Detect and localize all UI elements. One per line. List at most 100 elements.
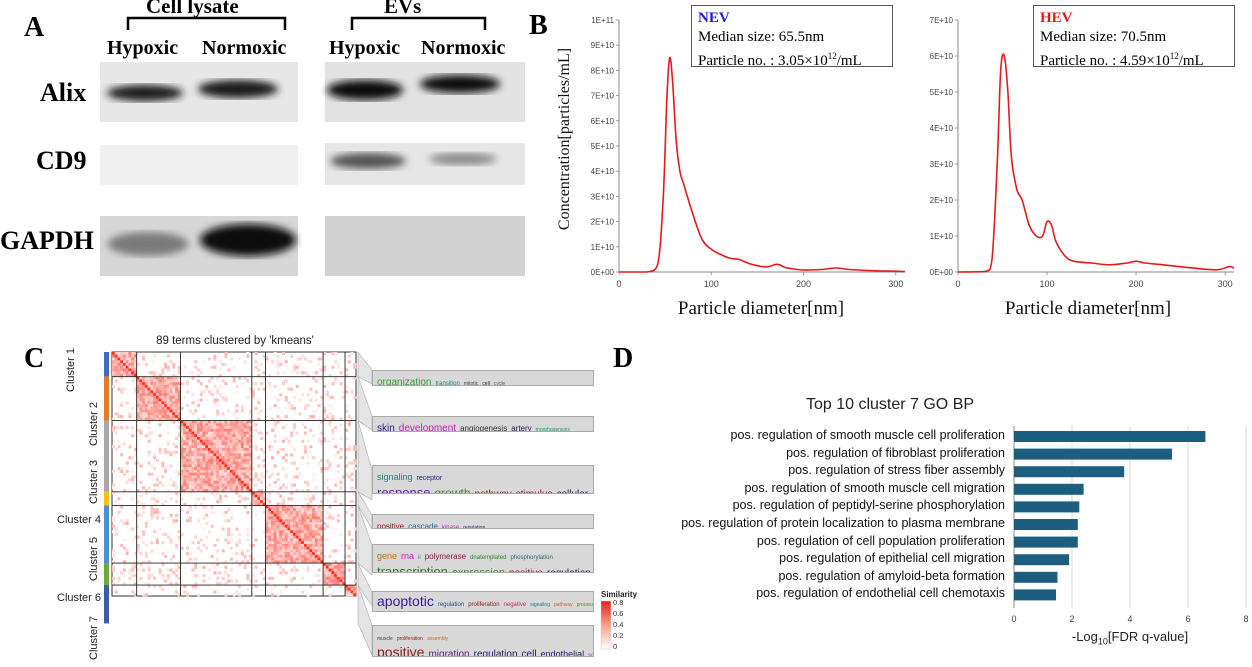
heatmap-cell (292, 568, 296, 572)
heatmap-cell (273, 530, 277, 534)
heatmap-cell (207, 453, 211, 457)
heatmap-cell (268, 406, 272, 410)
heatmap-cell (306, 552, 310, 556)
heatmap-cell (323, 574, 327, 578)
nev-info-box: NEV Median size: 65.5nm Particle no. : 3… (691, 5, 893, 69)
heatmap-cell (180, 428, 184, 432)
heatmap-cell (249, 409, 253, 413)
heatmap-cell (112, 554, 116, 558)
go-term-label: pos. regulation of cell population proli… (756, 533, 1005, 548)
heatmap-cell (325, 511, 329, 515)
heatmap-cell (232, 445, 236, 449)
heatmap-cell (144, 593, 148, 597)
heatmap-cell (317, 557, 321, 561)
heatmap-cell (284, 552, 288, 556)
heatmap-cell (232, 436, 236, 441)
heatmap-cell (320, 552, 324, 556)
heatmap-cell (227, 480, 231, 484)
heatmap-cell (169, 453, 173, 457)
heatmap-cell (227, 453, 231, 457)
heatmap-cell (221, 461, 225, 465)
heatmap-cell (196, 436, 201, 441)
heatmap-cell (142, 560, 146, 564)
heatmap-cell (345, 511, 349, 515)
wordcloud-word: pathway (475, 489, 512, 493)
heatmap-cell (186, 458, 190, 462)
heatmap-cell (339, 417, 343, 421)
heatmap-cell (290, 453, 294, 457)
heatmap-cell (169, 568, 173, 572)
heatmap-cell (186, 472, 190, 476)
heatmap-cell (246, 538, 250, 542)
heatmap-cell (243, 453, 247, 457)
heatmap-cell (180, 486, 184, 490)
heatmap-cell (221, 423, 225, 427)
heatmap-cell (164, 554, 168, 558)
heatmap-cell (249, 478, 253, 482)
heatmap-cell (199, 398, 203, 402)
heatmap-cell (112, 362, 116, 367)
heatmap-cell (268, 563, 272, 567)
heatmap-cell (166, 415, 170, 419)
heatmap-cell (180, 480, 184, 484)
heatmap-cell (117, 373, 121, 377)
heatmap-cell (350, 505, 354, 509)
heatmap-cell (295, 511, 299, 515)
heatmap-cell (180, 478, 184, 482)
heatmap-cell (199, 445, 203, 449)
heatmap-cell (240, 497, 244, 501)
heatmap-cell (166, 360, 170, 364)
heatmap-cell (196, 486, 201, 490)
heatmap-cell (350, 593, 354, 597)
heatmap-cell (227, 472, 231, 476)
heatmap-cell (246, 563, 250, 567)
heatmap-cell (246, 475, 250, 479)
heatmap-cell (238, 469, 242, 473)
heatmap-cell (271, 535, 275, 539)
heatmap-cell (221, 511, 225, 515)
heatmap-cell (144, 415, 148, 419)
heatmap-cell (169, 532, 173, 536)
heatmap-cell (295, 371, 299, 375)
heatmap-cell (279, 494, 283, 498)
heatmap-cell (254, 538, 258, 542)
heatmap-cell (328, 582, 332, 586)
heatmap-cell (281, 565, 286, 569)
heatmap-cell (142, 384, 146, 388)
hev-median: Median size: 70.5nm (1040, 29, 1167, 45)
heatmap-cell (320, 376, 324, 380)
heatmap-cell (295, 549, 299, 553)
heatmap-cell (180, 458, 184, 462)
heatmap-cell (342, 390, 346, 394)
heatmap-cell (271, 541, 275, 545)
heatmap-cell (158, 434, 162, 438)
heatmap-cell (144, 552, 148, 556)
heatmap-cell (320, 431, 324, 435)
heatmap-cell (183, 431, 187, 435)
heatmap-cell (334, 426, 338, 430)
heatmap-cell (213, 456, 217, 460)
heatmap-cell (265, 546, 269, 550)
heatmap-cell (139, 428, 143, 432)
wordcloud-word: rna (401, 551, 415, 561)
heatmap-cell (131, 574, 135, 578)
heatmap-cell (161, 371, 165, 375)
nev-title: NEV (698, 10, 730, 26)
heatmap-cell (309, 527, 313, 531)
heatmap-cell (290, 445, 294, 449)
heatmap-cell (273, 546, 277, 550)
heatmap-cell (309, 546, 313, 550)
heatmap-cell (142, 395, 146, 399)
heatmap-cell (224, 450, 228, 454)
heatmap-cell (188, 409, 192, 413)
heatmap-cell (336, 579, 340, 583)
heatmap-cell (303, 404, 307, 408)
heatmap-cell (142, 593, 146, 597)
heatmap-cell (117, 357, 121, 361)
heatmap-cell (196, 475, 201, 479)
heatmap-cell (246, 445, 250, 449)
heatmap-cell (172, 376, 176, 380)
wordcloud-word: growth (434, 485, 471, 494)
heatmap-cell (133, 360, 137, 364)
heatmap-cell (306, 404, 310, 408)
